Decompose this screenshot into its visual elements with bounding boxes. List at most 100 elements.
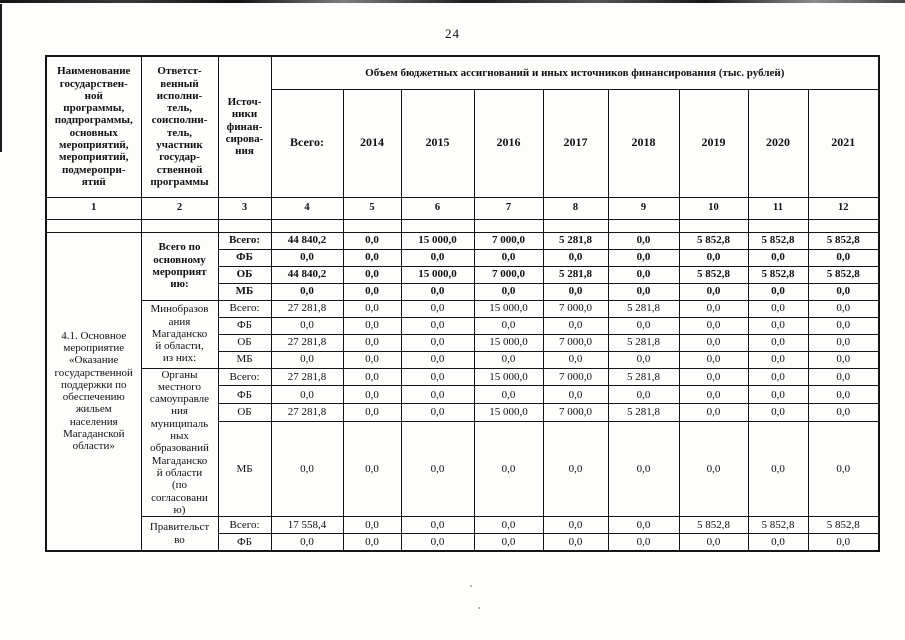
value-cell: 0,0 [342,516,402,535]
value-cell: 0,0 [678,420,749,518]
value-cell: 0,0 [747,367,809,387]
header-program-name: Наименование государствен- ной программы… [45,55,142,198]
value-cell: 0,0 [807,403,880,422]
header-budget-span: Объем бюджетных ассигнований и иных исто… [270,55,880,90]
value-cell: 0,0 [747,385,809,405]
value-cell: 0,0 [747,316,809,335]
spacer-cell [678,218,749,233]
value-cell: 0,0 [607,350,680,369]
spacer-cell [270,218,344,233]
value-cell: 0,0 [400,367,475,387]
value-cell: 0,0 [607,248,680,267]
value-cell: 7 000,0 [542,367,609,387]
value-cell: 0,0 [473,316,544,335]
value-cell: 0,0 [607,420,680,518]
col-number-cell: 4 [270,196,344,220]
value-cell: 0,0 [678,282,749,301]
year-cell: 2020 [747,88,809,198]
value-cell: 0,0 [400,316,475,335]
value-cell: 15 000,0 [473,403,544,422]
value-cell: 0,0 [747,248,809,267]
spacer-cell [473,218,544,233]
col-number-cell: 8 [542,196,609,220]
spacer-cell [807,218,880,233]
page-number: 24 [445,26,460,41]
value-cell: 0,0 [473,350,544,369]
col-number-cell: 3 [217,196,272,220]
value-cell: 5 852,8 [807,231,880,250]
value-cell: 0,0 [807,533,880,552]
value-cell: 5 281,8 [542,231,609,250]
value-cell: 0,0 [342,385,402,405]
col-number-cell: 7 [473,196,544,220]
value-cell: 5 852,8 [678,265,749,284]
value-cell: 7 000,0 [473,265,544,284]
value-cell: 0,0 [400,533,475,552]
value-cell: 0,0 [542,420,609,518]
source-cell: ФБ [217,248,272,267]
value-cell: 5 852,8 [747,265,809,284]
value-cell: 0,0 [342,333,402,352]
program-cell: 4.1. Основное мероприятие «Оказание госу… [45,231,142,552]
value-cell: 0,0 [607,316,680,335]
value-cell: 0,0 [400,282,475,301]
header-executor: Ответст- венный исполни- тель, соисполни… [140,55,219,198]
executor-cell: Правительст во [140,516,219,552]
value-cell: 5 281,8 [607,367,680,387]
value-cell: 5 852,8 [678,231,749,250]
value-cell: 0,0 [747,403,809,422]
value-cell: 15 000,0 [473,333,544,352]
value-cell: 0,0 [270,385,344,405]
scan-artifact-top-edge [0,0,905,3]
value-cell: 0,0 [542,533,609,552]
value-cell: 5 852,8 [747,516,809,535]
value-cell: 0,0 [342,350,402,369]
value-cell: 0,0 [747,282,809,301]
value-cell: 0,0 [747,420,809,518]
value-cell: 0,0 [400,333,475,352]
year-cell: 2018 [607,88,680,198]
value-cell: 27 281,8 [270,333,344,352]
value-cell: 5 281,8 [607,403,680,422]
spacer-cell [45,218,142,233]
value-cell: 0,0 [678,350,749,369]
value-cell: 27 281,8 [270,367,344,387]
value-cell: 7 000,0 [542,333,609,352]
source-cell: ОБ [217,265,272,284]
spacer-cell [342,218,402,233]
value-cell: 0,0 [473,385,544,405]
value-cell: 0,0 [400,420,475,518]
value-cell: 0,0 [807,367,880,387]
value-cell: 0,0 [542,516,609,535]
year-cell: 2019 [678,88,749,198]
value-cell: 0,0 [270,248,344,267]
value-cell: 5 281,8 [542,265,609,284]
value-cell: 44 840,2 [270,231,344,250]
value-cell: 0,0 [542,350,609,369]
executor-cell: Органы местного самоуправле ния муниципа… [140,367,219,518]
value-cell: 0,0 [400,248,475,267]
spacer-cell [542,218,609,233]
value-cell: 0,0 [542,248,609,267]
value-cell: 0,0 [342,231,402,250]
value-cell: 0,0 [807,385,880,405]
value-cell: 0,0 [400,385,475,405]
value-cell: 0,0 [473,248,544,267]
source-cell: Всего: [217,367,272,387]
spacer-cell [400,218,475,233]
value-cell: 0,0 [342,533,402,552]
value-cell: 7 000,0 [473,231,544,250]
scan-speck [470,585,472,587]
source-cell: ФБ [217,316,272,335]
value-cell: 0,0 [747,333,809,352]
value-cell: 0,0 [342,403,402,422]
value-cell: 0,0 [473,282,544,301]
value-cell: 15 000,0 [473,299,544,318]
value-cell: 0,0 [342,299,402,318]
value-cell: 15 000,0 [400,231,475,250]
value-cell: 0,0 [678,248,749,267]
value-cell: 0,0 [678,299,749,318]
value-cell: 0,0 [400,350,475,369]
value-cell: 0,0 [607,282,680,301]
value-cell: 0,0 [270,350,344,369]
